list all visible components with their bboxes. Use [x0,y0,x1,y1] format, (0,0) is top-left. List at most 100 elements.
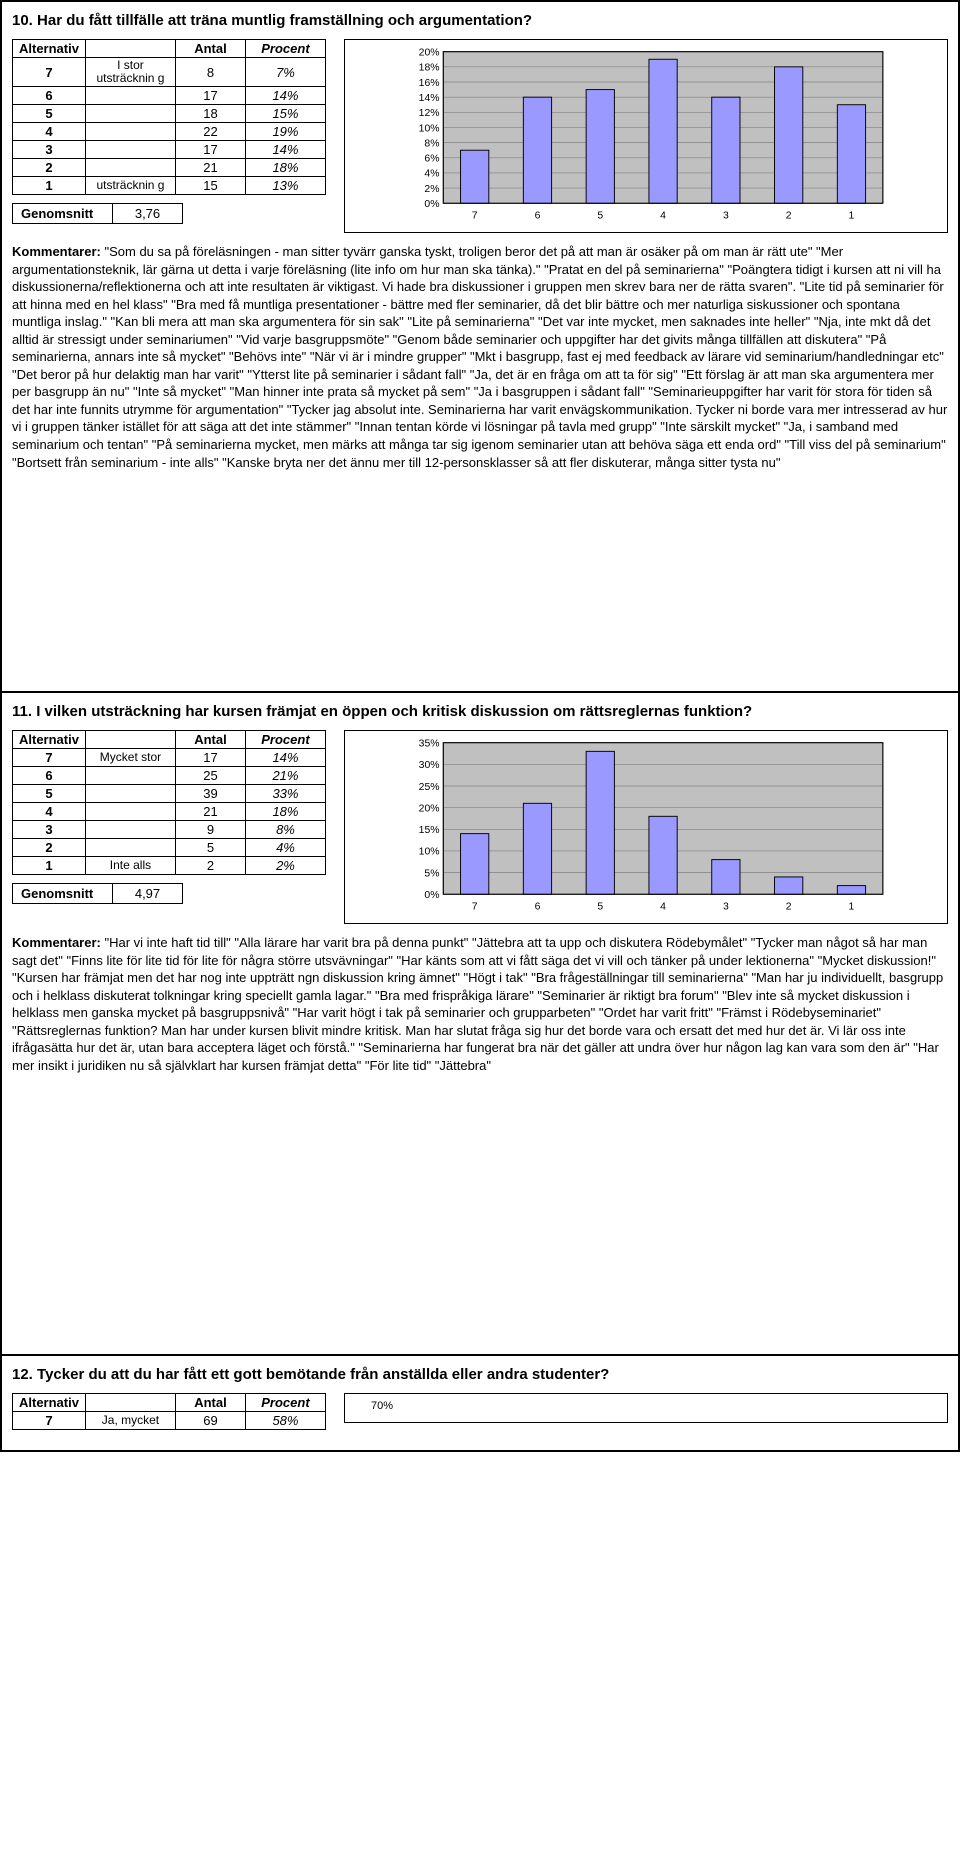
table-block: Alternativ Antal Procent 7 Mycket stor 1… [12,730,326,904]
table-row: 1 utsträcknin g 15 13% [13,177,326,195]
col-procent: Procent [245,731,325,749]
cell-alt: 2 [13,839,86,857]
cell-antal: 9 [175,821,245,839]
svg-text:25%: 25% [419,782,440,793]
svg-text:1: 1 [849,902,855,913]
cell-antal: 8 [175,58,245,87]
table-row: 2 5 4% [13,839,326,857]
cell-alt: 4 [13,803,86,821]
cell-alt: 1 [13,177,86,195]
svg-text:4%: 4% [424,169,439,180]
table-row: 4 21 18% [13,803,326,821]
svg-text:6: 6 [535,902,541,913]
cell-alt: 3 [13,821,86,839]
svg-text:12%: 12% [419,108,440,119]
col-label [85,731,175,749]
svg-text:30%: 30% [419,760,440,771]
cell-antal: 17 [175,749,245,767]
svg-text:3: 3 [723,210,729,221]
cell-alt: 4 [13,123,86,141]
col-procent: Procent [245,40,325,58]
svg-text:5%: 5% [424,869,439,880]
svg-text:15%: 15% [419,825,440,836]
cell-antal: 69 [175,1412,245,1430]
cell-alt: 2 [13,159,86,177]
cell-alt: 3 [13,141,86,159]
col-alternativ: Alternativ [13,40,86,58]
cell-antal: 15 [175,177,245,195]
svg-text:16%: 16% [419,78,440,89]
cell-label [85,123,175,141]
cell-label [85,785,175,803]
cell-procent: 13% [245,177,325,195]
cell-antal: 17 [175,87,245,105]
cell-procent: 14% [245,749,325,767]
question-section: 10. Har du fått tillfälle att träna munt… [0,0,960,693]
cell-procent: 33% [245,785,325,803]
cell-antal: 21 [175,803,245,821]
svg-text:7: 7 [472,210,478,221]
table-row: 3 17 14% [13,141,326,159]
svg-text:18%: 18% [419,63,440,74]
table-row: 2 21 18% [13,159,326,177]
response-table: Alternativ Antal Procent 7 Mycket stor 1… [12,730,326,875]
cell-label [85,821,175,839]
cell-label [85,87,175,105]
cell-label [85,839,175,857]
cell-antal: 22 [175,123,245,141]
bar-chart: 0%5%10%15%20%25%30%35%7654321 [351,737,941,917]
cell-antal: 18 [175,105,245,123]
cell-procent: 7% [245,58,325,87]
spacer [12,471,948,671]
question-section: 11. I vilken utsträckning har kursen frä… [0,693,960,1356]
cell-procent: 2% [245,857,325,875]
svg-text:10%: 10% [419,847,440,858]
cell-antal: 25 [175,767,245,785]
cell-label [85,159,175,177]
comments-text: "Som du sa på föreläsningen - man sitter… [12,244,947,470]
col-label [85,40,175,58]
cell-alt: 6 [13,87,86,105]
cell-antal: 5 [175,839,245,857]
cell-procent: 15% [245,105,325,123]
question-section: 12. Tycker du att du har fått ett gott b… [0,1356,960,1452]
svg-text:20%: 20% [419,47,440,58]
chart-container: 70% [344,1393,948,1423]
chart-container: 0%5%10%15%20%25%30%35%7654321 [344,730,948,924]
svg-text:10%: 10% [419,123,440,134]
cell-procent: 4% [245,839,325,857]
col-antal: Antal [175,731,245,749]
response-table: Alternativ Antal Procent 7 Ja, mycket 69… [12,1393,326,1430]
col-procent: Procent [245,1394,325,1412]
svg-text:6: 6 [535,210,541,221]
cell-procent: 14% [245,141,325,159]
cell-antal: 39 [175,785,245,803]
ytick-label: 70% [351,1400,941,1412]
svg-text:35%: 35% [419,739,440,750]
cell-alt: 5 [13,105,86,123]
table-block: Alternativ Antal Procent 7 I stor utsträ… [12,39,326,224]
svg-text:2%: 2% [424,184,439,195]
cell-antal: 2 [175,857,245,875]
comments-block: Kommentarer: "Har vi inte haft tid till"… [12,934,948,1074]
cell-label: Mycket stor [85,749,175,767]
svg-text:7: 7 [472,902,478,913]
response-table: Alternativ Antal Procent 7 I stor utsträ… [12,39,326,195]
table-block: Alternativ Antal Procent 7 Ja, mycket 69… [12,1393,326,1430]
cell-alt: 7 [13,58,86,87]
question-title: 12. Tycker du att du har fått ett gott b… [12,1366,948,1383]
cell-procent: 18% [245,159,325,177]
table-row: 7 I stor utsträcknin g 8 7% [13,58,326,87]
cell-label: I stor utsträcknin g [85,58,175,87]
svg-text:20%: 20% [419,804,440,815]
average-row: Genomsnitt 4,97 [12,883,183,904]
spacer [12,1074,948,1334]
svg-text:1: 1 [849,210,855,221]
table-row: 3 9 8% [13,821,326,839]
col-alternativ: Alternativ [13,1394,86,1412]
cell-procent: 14% [245,87,325,105]
table-row: 4 22 19% [13,123,326,141]
cell-label [85,105,175,123]
col-antal: Antal [175,40,245,58]
svg-text:5: 5 [597,210,603,221]
